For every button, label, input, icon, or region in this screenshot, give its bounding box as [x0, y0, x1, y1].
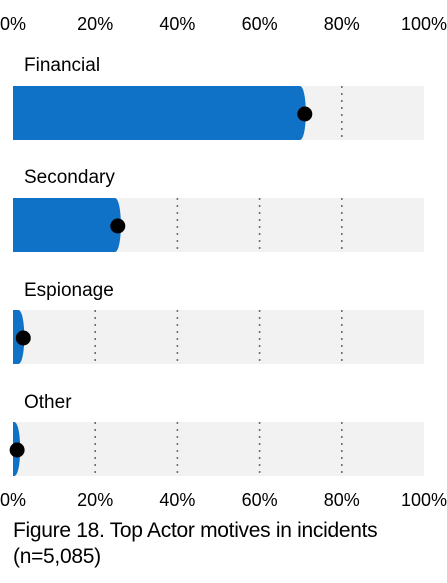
x-tick-label-bottom: 20%	[77, 490, 113, 510]
x-tick-label-top: 60%	[242, 14, 278, 34]
bar-track	[13, 310, 424, 364]
point-secondary	[110, 218, 126, 234]
x-tick-label-top: 100%	[401, 14, 447, 34]
figure-caption: Figure 18. Top Actor motives in incident…	[13, 518, 443, 570]
category-label: Espionage	[24, 280, 114, 301]
category-label: Other	[24, 392, 72, 413]
bar-track	[13, 422, 424, 476]
x-tick-label-bottom: 60%	[242, 490, 278, 510]
bar-financial	[13, 86, 306, 140]
x-tick-label-top: 20%	[77, 14, 113, 34]
x-tick-label-bottom: 100%	[401, 490, 447, 510]
chart-title: Figure 18. Top Actor motives in incident…	[13, 519, 378, 542]
x-tick-label-bottom: 80%	[324, 490, 360, 510]
point-espionage	[15, 330, 31, 346]
chart-subtitle: (n=5,085)	[13, 545, 101, 568]
x-tick-label-bottom: 0%	[0, 490, 26, 510]
x-tick-label-bottom: 40%	[159, 490, 195, 510]
category-label: Secondary	[24, 167, 115, 188]
x-tick-label-top: 0%	[0, 14, 26, 34]
point-other	[9, 442, 25, 458]
bar-secondary	[13, 198, 121, 252]
point-financial	[297, 106, 313, 122]
x-tick-label-top: 40%	[159, 14, 195, 34]
category-label: Financial	[24, 55, 100, 76]
x-tick-label-top: 80%	[324, 14, 360, 34]
